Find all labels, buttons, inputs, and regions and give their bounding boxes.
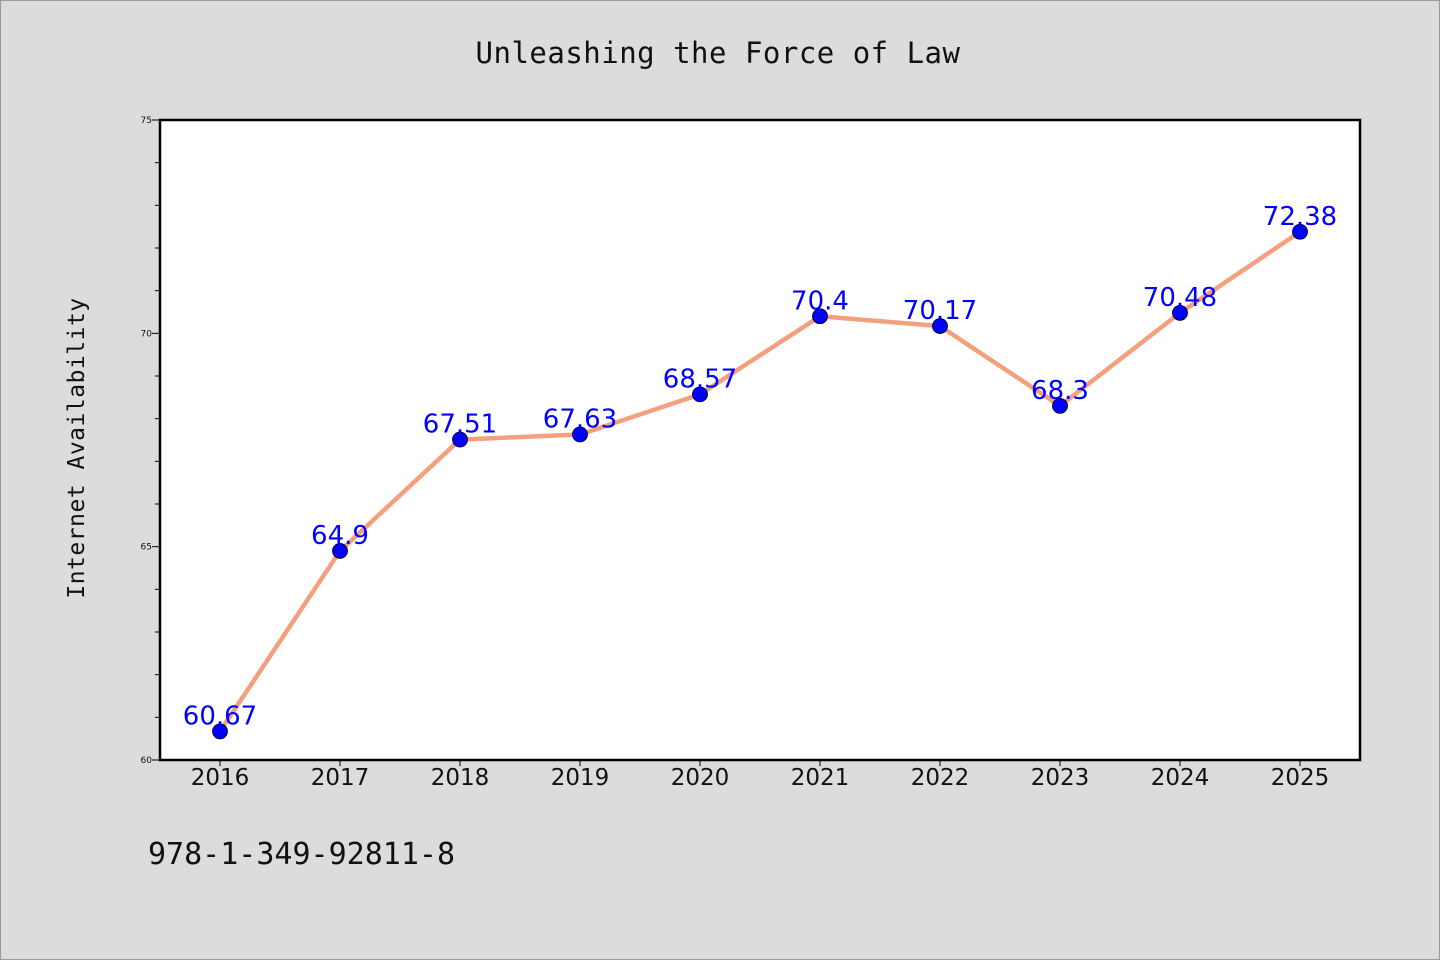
data-point [572,426,588,443]
x-tick-label: 2021 [791,765,850,791]
data-point [1172,304,1188,321]
data-point [332,543,348,559]
y-tick-label: 60 [141,756,153,766]
y-tick-label: 75 [141,116,152,126]
x-tick-label: 2024 [1151,765,1210,791]
data-label: 68.3 [1031,376,1089,406]
data-label: 70.4 [791,286,849,316]
data-label: 70.48 [1143,283,1217,313]
series-layer [212,223,1308,740]
data-label: 70.17 [903,296,977,326]
y-tick-label: 70 [141,329,153,339]
data-point [812,308,828,325]
x-tick-label: 2017 [311,765,370,791]
plot-area [158,118,1362,762]
data-point [1052,397,1068,414]
x-tick-label: 2018 [431,765,490,791]
data-label: 67.63 [543,404,617,434]
x-tick-label: 2025 [1271,765,1330,791]
x-tick-label: 2020 [671,765,730,791]
data-labels: 60.67 64.9 67.51 67.63 68.57 70.4 70.17 68.3 70.… [183,202,1337,732]
data-point [1292,223,1308,240]
data-label: 64.9 [311,521,369,551]
chart-title: Unleashing the Force of Law [476,36,961,70]
isbn-annotation: 978-1-349-92811-8 [148,837,455,872]
data-point [452,431,468,448]
data-label: 67.51 [423,410,497,440]
x-tick-label: 2023 [1031,765,1090,791]
data-label: 60.67 [183,701,257,731]
x-axis: 2016 2017 2018 2019 2020 2021 2022 2023 2024 2025 [191,760,1330,791]
y-axis: 60 65 70 75 [141,116,160,766]
data-point [212,723,228,740]
data-label: 68.57 [663,364,737,394]
x-tick-label: 2022 [911,765,970,791]
data-label: 72.38 [1263,202,1337,232]
y-tick-label: 65 [141,543,152,553]
x-tick-label: 2016 [191,765,250,791]
x-tick-label: 2019 [551,765,610,791]
data-point [692,386,708,403]
series-line [217,229,1303,734]
y-axis-label: Internet Availability [64,297,90,598]
data-point [932,318,948,334]
